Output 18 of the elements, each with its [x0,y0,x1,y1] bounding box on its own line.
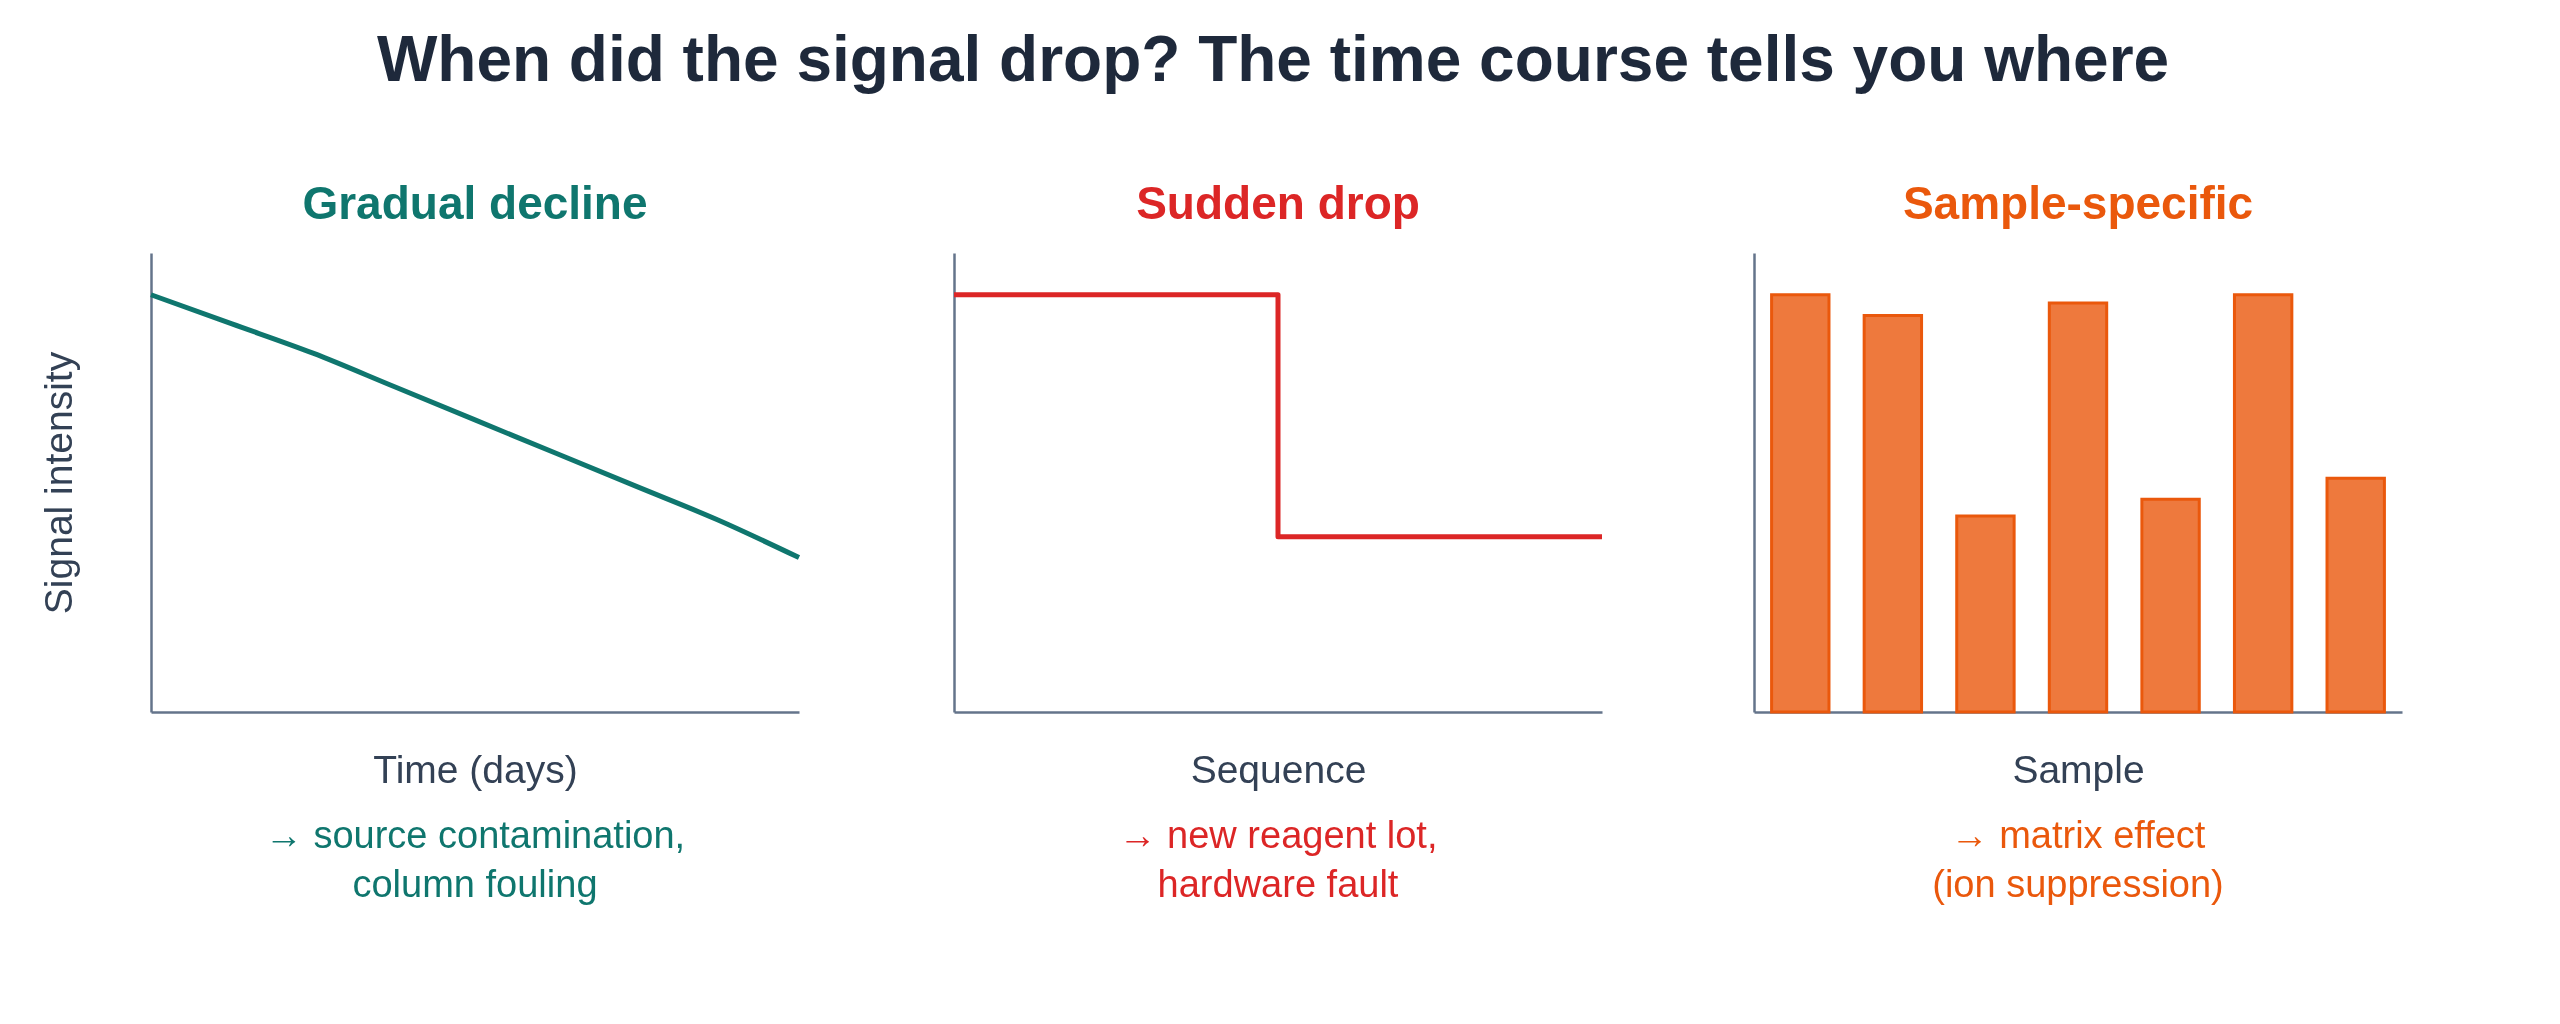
bar [1955,514,2016,714]
x-axis-title: Sequence [1190,747,1367,791]
chart-title: Sudden drop [1136,177,1420,229]
y-axis-title: Signal intensity [36,351,80,615]
bar [1770,293,1831,714]
text: → new reagent lot, hardware fault [1118,814,1438,905]
x-axis-title: Time (days) [373,747,578,791]
bar [2232,293,2294,714]
text: When did the signal drop? The time course tells you where [376,23,2170,95]
bar [2325,476,2386,714]
bar [2047,301,2109,714]
x-axis-title: Sample [2012,747,2145,791]
text: → matrix effect (ion suppression) [1932,814,2224,905]
bar [2140,497,2201,714]
chart-title: Gradual decline [302,177,648,229]
bar [1862,314,1924,714]
text: → source contamination, column fouling [264,814,686,905]
chart-title: Sample-specific [1902,177,2254,229]
